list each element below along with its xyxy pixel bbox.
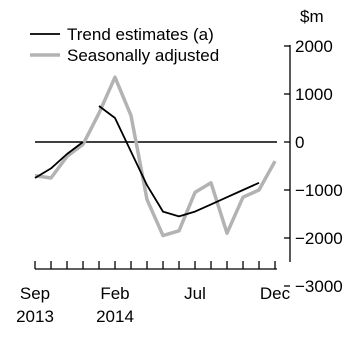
x-tick-label: Dec bbox=[260, 284, 291, 303]
x-ticks: Sep 2013 Feb 2014 Jul Dec bbox=[16, 261, 291, 326]
series-line-seasonally-adjusted-1 bbox=[34, 75, 277, 238]
legend-label-seasonally-adjusted: Seasonally adjusted bbox=[67, 46, 219, 65]
x-tick-label: Sep bbox=[20, 284, 50, 303]
y-tick-label: −2000 bbox=[295, 229, 343, 248]
y-tick-label: −1000 bbox=[295, 181, 343, 200]
y-ticks: 2000 1000 0 −1000 −2000 −3000 bbox=[284, 37, 343, 296]
x-tick-year-label: 2013 bbox=[16, 307, 54, 326]
legend: Trend estimates (a) Seasonally adjusted bbox=[30, 25, 219, 65]
x-tick-label: Jul bbox=[184, 284, 206, 303]
x-tick-year-label: 2014 bbox=[96, 307, 134, 326]
y-tick-label: 2000 bbox=[295, 37, 333, 56]
y-tick-label: 0 bbox=[295, 133, 304, 152]
y-tick-label: 1000 bbox=[295, 85, 333, 104]
x-tick-label: Feb bbox=[100, 284, 129, 303]
legend-label-trend: Trend estimates (a) bbox=[67, 25, 214, 44]
series-line-trend-estimates-a-2 bbox=[98, 105, 260, 218]
y-tick-label: −3000 bbox=[295, 277, 343, 296]
y-axis-unit-label: $m bbox=[300, 7, 324, 26]
series-line-trend-estimates-a-1 bbox=[34, 141, 84, 179]
series-layer bbox=[34, 75, 277, 238]
